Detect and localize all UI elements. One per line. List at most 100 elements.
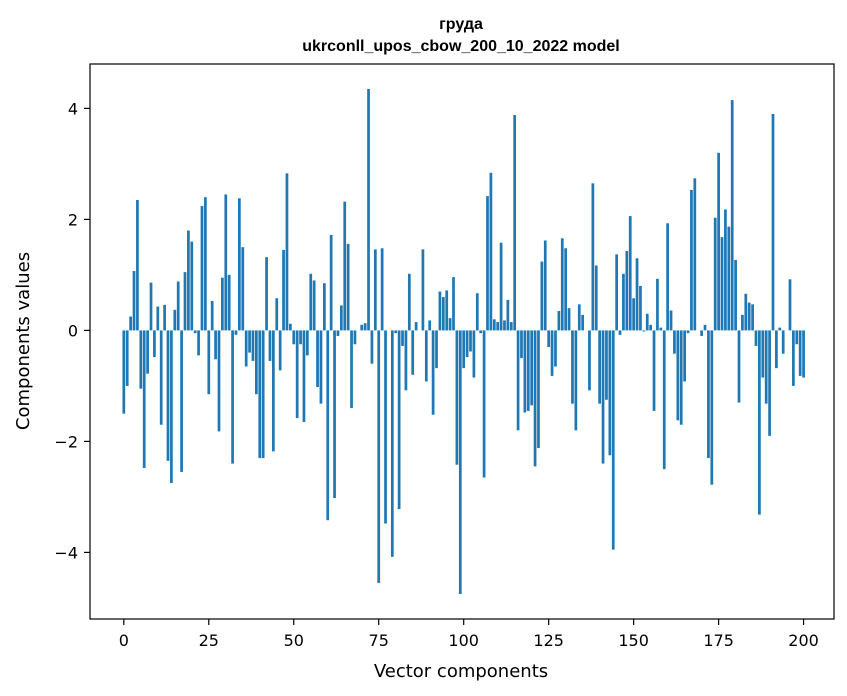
bar-148 [625, 251, 629, 331]
bar-102 [469, 330, 472, 352]
y-axis: −4 −2 0 2 4 [54, 99, 90, 562]
bar-182 [741, 314, 744, 331]
bar-32 [231, 330, 234, 464]
bar-45 [275, 298, 279, 331]
bar-121 [533, 330, 537, 467]
bar-85 [411, 330, 415, 375]
x-tick-label: 50 [284, 631, 304, 650]
bar-174 [713, 217, 717, 331]
bar-28 [217, 330, 221, 432]
bar-13 [166, 330, 170, 461]
bar-156 [652, 330, 656, 411]
bar-41 [261, 330, 265, 459]
bar-75 [377, 330, 381, 583]
bar-130 [564, 248, 568, 331]
bar-74 [373, 249, 377, 331]
bar-110 [496, 322, 500, 331]
y-tick-label: 0 [68, 321, 78, 340]
bar-200 [802, 330, 805, 378]
bar-187 [758, 330, 761, 515]
bar-111 [499, 242, 503, 331]
bar-108 [489, 172, 493, 331]
x-tick-label: 0 [119, 631, 129, 650]
bar-162 [673, 330, 676, 354]
bar-14 [170, 330, 173, 484]
bar-60 [326, 330, 330, 521]
y-tick-label: 2 [68, 210, 78, 229]
bar-18 [183, 272, 187, 331]
bar-144 [611, 330, 615, 550]
bar-113 [506, 299, 510, 331]
bar-84 [407, 273, 411, 331]
bar-29 [221, 277, 224, 331]
bar-178 [727, 226, 731, 331]
bar-115 [513, 115, 517, 331]
bar-142 [605, 330, 608, 400]
bar-172 [707, 330, 710, 459]
bar-109 [492, 319, 496, 331]
bar-17 [180, 330, 183, 472]
bar-4 [136, 199, 139, 331]
bar-124 [543, 240, 547, 331]
bar-173 [710, 330, 714, 485]
bar-40 [258, 330, 262, 459]
bar-80 [394, 330, 398, 334]
bar-192 [775, 330, 778, 369]
bar-190 [768, 330, 771, 436]
bar-72 [367, 88, 370, 331]
bar-116 [516, 330, 520, 431]
bar-57 [316, 330, 319, 388]
bar-198 [795, 330, 799, 345]
bar-64 [339, 305, 343, 331]
bar-47 [282, 249, 285, 331]
bar-184 [747, 302, 751, 331]
bar-83 [404, 330, 408, 391]
bar-97 [452, 277, 455, 331]
bar-63 [336, 330, 340, 336]
bar-170 [700, 330, 703, 336]
bar-180 [734, 259, 737, 331]
bar-117 [520, 330, 523, 359]
bar-163 [676, 330, 680, 421]
bar-134 [577, 304, 581, 331]
bar-128 [557, 310, 561, 331]
bar-16 [176, 281, 180, 331]
bar-31 [227, 274, 231, 331]
bar-1 [125, 330, 129, 386]
bar-77 [384, 330, 387, 524]
bar-67 [350, 330, 353, 409]
bar-6 [142, 330, 146, 469]
bar-125 [547, 330, 551, 348]
bar-152 [639, 286, 642, 331]
bar-73 [370, 330, 374, 364]
x-axis: 0 25 50 75 100 125 150 175 200 [119, 619, 819, 650]
bar-19 [187, 230, 190, 331]
bars-group [122, 88, 805, 595]
bar-127 [554, 330, 557, 367]
bar-7 [146, 330, 149, 374]
bar-150 [632, 298, 635, 331]
bar-135 [581, 314, 585, 331]
bar-145 [615, 254, 619, 331]
bar-199 [798, 330, 802, 376]
bar-76 [380, 248, 384, 331]
bar-24 [204, 197, 207, 331]
x-tick-label: 125 [533, 631, 564, 650]
bar-112 [503, 320, 506, 331]
bar-139 [594, 265, 598, 331]
chart-subtitle: ukrconll_upos_cbow_200_10_2022 model [302, 38, 619, 55]
bar-68 [353, 330, 357, 345]
x-tick-label: 75 [369, 631, 389, 650]
bar-49 [289, 323, 292, 331]
bar-151 [635, 258, 639, 331]
bar-101 [465, 330, 469, 358]
bar-164 [679, 330, 683, 425]
bar-98 [455, 330, 459, 465]
bar-93 [438, 291, 442, 331]
bar-25 [207, 330, 211, 395]
x-tick-label: 150 [618, 631, 649, 650]
bar-193 [778, 327, 782, 331]
x-tick-label: 200 [788, 631, 819, 650]
bar-153 [642, 330, 646, 332]
